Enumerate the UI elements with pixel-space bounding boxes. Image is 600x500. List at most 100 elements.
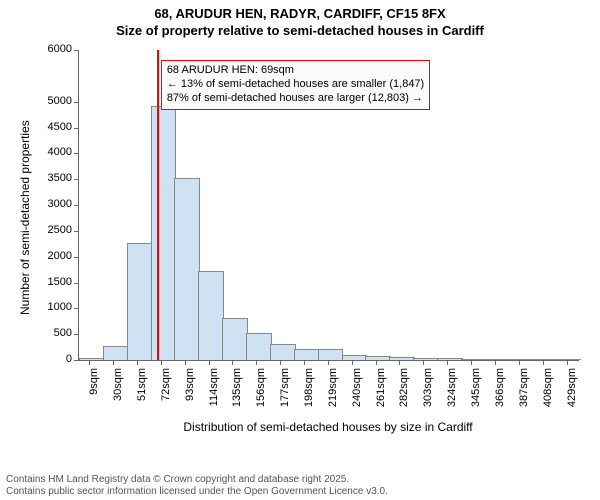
y-tick-label: 3000 <box>34 198 72 210</box>
x-tick-label: 177sqm <box>279 368 291 418</box>
annotation-line: 87% of semi-detached houses are larger (… <box>167 92 424 106</box>
y-tick <box>74 179 79 180</box>
histogram-bar <box>198 271 224 360</box>
histogram-bar <box>246 333 272 360</box>
histogram-bar <box>461 359 487 360</box>
x-tick-label: 345sqm <box>470 368 482 418</box>
y-tick-label: 4500 <box>34 121 72 133</box>
x-tick-label: 9sqm <box>88 368 100 418</box>
histogram-bar <box>389 357 415 360</box>
y-tick-label: 6000 <box>34 43 72 55</box>
histogram-bar <box>222 318 248 360</box>
x-tick-label: 156sqm <box>255 368 267 418</box>
plot-area: 68 ARUDUR HEN: 69sqm← 13% of semi-detach… <box>78 50 579 361</box>
x-tick <box>161 360 162 365</box>
x-tick <box>113 360 114 365</box>
x-tick-label: 114sqm <box>208 368 220 418</box>
histogram-bar <box>437 358 463 360</box>
x-tick-label: 135sqm <box>231 368 243 418</box>
x-tick-label: 261sqm <box>375 368 387 418</box>
y-tick-label: 0 <box>34 353 72 365</box>
histogram-bar <box>413 358 439 360</box>
y-tick-label: 500 <box>34 327 72 339</box>
x-tick-label: 240sqm <box>351 368 363 418</box>
y-tick-label: 1500 <box>34 276 72 288</box>
x-tick-label: 429sqm <box>566 368 578 418</box>
x-tick-label: 72sqm <box>160 368 172 418</box>
histogram-bar <box>79 358 105 360</box>
y-tick-label: 2000 <box>34 250 72 262</box>
x-tick-label: 30sqm <box>112 368 124 418</box>
y-tick-label: 1000 <box>34 301 72 313</box>
annotation-line: ← 13% of semi-detached houses are smalle… <box>167 78 424 92</box>
y-tick <box>74 231 79 232</box>
chart-title: 68, ARUDUR HEN, RADYR, CARDIFF, CF15 8FX… <box>0 0 600 40</box>
histogram-bar <box>127 243 153 360</box>
histogram-bar <box>151 106 177 360</box>
x-tick <box>495 360 496 365</box>
y-tick <box>74 102 79 103</box>
y-tick <box>74 153 79 154</box>
annotation-box: 68 ARUDUR HEN: 69sqm← 13% of semi-detach… <box>161 60 430 109</box>
x-tick <box>209 360 210 365</box>
x-tick <box>280 360 281 365</box>
x-tick <box>447 360 448 365</box>
x-tick-label: 366sqm <box>494 368 506 418</box>
y-tick <box>74 360 79 361</box>
x-tick-label: 219sqm <box>327 368 339 418</box>
footer-attribution: Contains HM Land Registry data © Crown c… <box>6 474 388 498</box>
y-tick <box>74 334 79 335</box>
x-axis-label: Distribution of semi-detached houses by … <box>78 420 578 434</box>
histogram-bar <box>342 355 368 360</box>
y-tick-label: 3500 <box>34 172 72 184</box>
x-tick-label: 324sqm <box>446 368 458 418</box>
x-tick <box>471 360 472 365</box>
y-tick <box>74 283 79 284</box>
x-tick <box>543 360 544 365</box>
x-tick-label: 198sqm <box>303 368 315 418</box>
y-tick <box>74 257 79 258</box>
histogram-bar <box>318 349 344 360</box>
histogram-bar <box>294 349 320 360</box>
subject-marker-line <box>157 50 159 360</box>
x-tick <box>256 360 257 365</box>
y-tick-label: 2500 <box>34 224 72 236</box>
x-tick <box>232 360 233 365</box>
x-tick <box>185 360 186 365</box>
y-tick <box>74 308 79 309</box>
y-tick-label: 4000 <box>34 146 72 158</box>
x-tick-label: 93sqm <box>184 368 196 418</box>
histogram-bar <box>270 344 296 361</box>
x-tick <box>137 360 138 365</box>
histogram-bar <box>485 359 511 360</box>
x-tick <box>567 360 568 365</box>
x-tick <box>328 360 329 365</box>
x-tick-label: 282sqm <box>398 368 410 418</box>
x-tick <box>304 360 305 365</box>
histogram-bar <box>365 356 391 360</box>
x-tick <box>89 360 90 365</box>
histogram-bar <box>532 359 558 360</box>
histogram-bar <box>103 346 129 360</box>
title-line1: 68, ARUDUR HEN, RADYR, CARDIFF, CF15 8FX <box>0 6 600 23</box>
x-tick <box>519 360 520 365</box>
annotation-line: 68 ARUDUR HEN: 69sqm <box>167 64 424 78</box>
chart-container: 68, ARUDUR HEN, RADYR, CARDIFF, CF15 8FX… <box>0 0 600 500</box>
x-tick <box>352 360 353 365</box>
histogram-bar <box>509 359 535 360</box>
y-tick-label: 5000 <box>34 95 72 107</box>
x-tick-label: 387sqm <box>518 368 530 418</box>
footer-line2: Contains public sector information licen… <box>6 486 388 498</box>
x-tick-label: 408sqm <box>542 368 554 418</box>
histogram-bar <box>174 178 200 360</box>
histogram-bar <box>556 359 581 360</box>
x-tick-label: 51sqm <box>136 368 148 418</box>
x-tick-label: 303sqm <box>422 368 434 418</box>
y-tick <box>74 128 79 129</box>
y-tick <box>74 50 79 51</box>
footer-line1: Contains HM Land Registry data © Crown c… <box>6 474 388 486</box>
title-line2: Size of property relative to semi-detach… <box>0 23 600 40</box>
y-tick <box>74 205 79 206</box>
x-tick <box>423 360 424 365</box>
y-axis-label: Number of semi-detached properties <box>18 120 32 315</box>
